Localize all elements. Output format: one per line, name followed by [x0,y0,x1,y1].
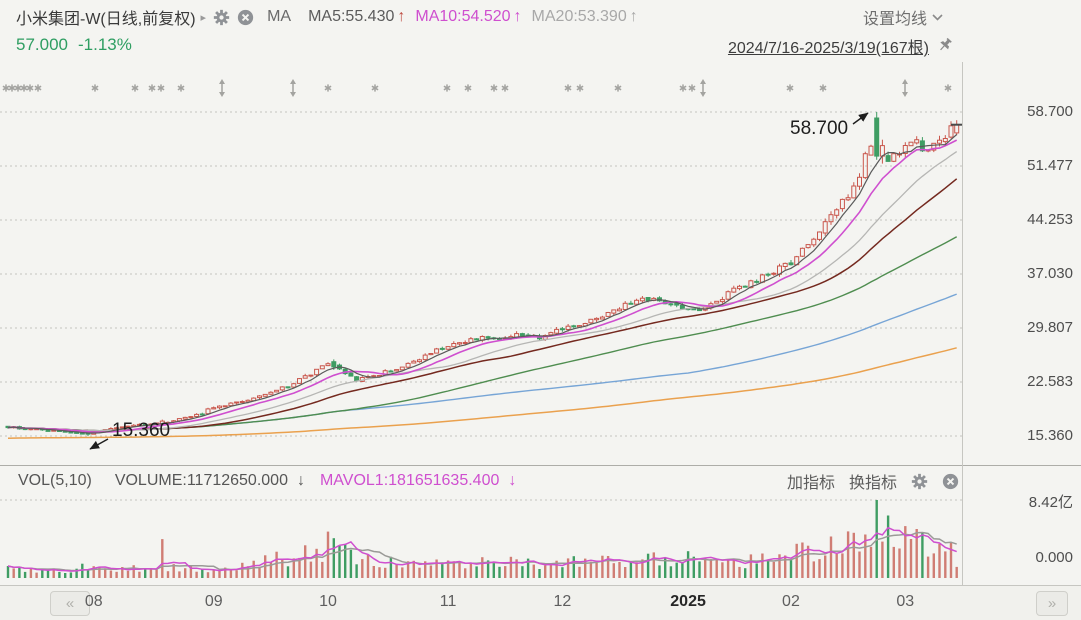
time-axis-tick: 09 [204,593,223,610]
volume-header-row: VOL(5,10) VOLUME:11712650.000 ↓ MAVOL1:1… [0,466,1081,496]
star-marker-icon [464,85,472,91]
scroll-left-button[interactable]: « [50,591,90,616]
candlestick-chart-canvas[interactable]: 58.700 15.360 [0,62,962,465]
vol-indicator-label: VOL(5,10) [18,472,92,489]
ma-legend-2: MA20:53.390 ↑ [531,8,638,25]
low-annotation: 15.360 [89,420,170,450]
chart-header-row: 小米集团-W(日线,前复权) ▸ MA MA5:55.430 ↑ MA10:54.5… [0,0,1081,34]
pin-icon[interactable] [937,37,953,53]
ma-line-60 [7,236,958,432]
volume-value-label: VOLUME:11712650.000 [114,472,288,489]
event-marker-row[interactable] [2,79,952,97]
ma-lines [7,134,958,439]
svg-text:58.700: 58.700 [790,118,848,139]
time-axis-tick: 08 [84,593,103,610]
ma-indicator-label: MA [267,8,292,25]
ma-legend-1: MA10:54.520 ↑ [415,8,522,25]
ma-settings-label: 设置均线 [862,11,927,28]
date-range-button[interactable]: 2024/7/16-2025/3/19(167根) [727,40,929,57]
volume-axis-tick: 8.42亿 [1028,494,1073,511]
price-axis-tick: 37.030 [1027,265,1073,282]
price-axis-tick: 58.700 [1027,103,1073,120]
current-price: 57.000 [16,35,68,54]
ma-values: MA5:55.430 ↑ MA10:54.520 ↑ MA20:53.390 ↑ [298,8,638,26]
star-marker-icon [564,85,572,91]
ma-line-250 [7,347,957,439]
star-marker-icon [576,85,584,91]
star-marker-icon [34,85,42,91]
ma-gear-icon[interactable] [213,9,230,26]
updown-marker-icon [700,79,706,97]
vol-gear-icon[interactable] [911,473,928,490]
price-row: 57.000 -1.13% 2024/7/16-2025/3/19(167根) [0,32,1081,58]
time-axis: « » 08 09 10 11 12 2025 02 03 [0,585,1081,620]
star-marker-icon [614,85,622,91]
title-caret-icon[interactable]: ▸ [200,11,207,24]
add-indicator-button[interactable]: 加指标 [786,475,835,492]
pane-divider [0,465,1081,466]
time-axis-tick: 03 [896,593,915,610]
star-marker-icon [2,85,10,91]
star-marker-icon [14,85,22,91]
candlestick-series [5,112,960,436]
star-marker-icon [443,85,451,91]
star-marker-icon [371,85,379,91]
star-marker-icon [501,85,509,91]
price-change: -1.13% [78,35,132,54]
star-marker-icon [20,85,28,91]
price-axis-tick: 51.477 [1027,157,1073,174]
updown-marker-icon [290,79,296,97]
svg-text:15.360: 15.360 [112,420,170,441]
time-axis-tick: 10 [319,593,337,610]
ma-line-10 [7,139,958,434]
scroll-right-button[interactable]: » [1036,591,1068,616]
ma-line-30 [7,178,958,432]
ma-legend-0: MA5:55.430 ↑ [308,8,406,25]
star-marker-icon [819,85,827,91]
volume-bars [6,500,958,578]
star-marker-icon [26,85,34,91]
high-annotation: 58.700 [790,112,869,139]
ma-line-5 [7,134,958,434]
updown-marker-icon [902,79,908,97]
star-marker-icon [688,85,696,91]
mavol-arrow: ↓ [508,472,517,489]
time-axis-tick: 2025 [670,593,706,610]
mavol-value-label: MAVOL1:181651635.400 [319,472,500,489]
volume-axis-tick: 0.000 [1035,549,1073,566]
mavol-line-5 [7,526,957,572]
axis-divider [962,62,963,585]
chevron-down-icon [932,13,943,21]
star-marker-icon [944,85,952,91]
ma-close-icon[interactable] [237,9,254,26]
switch-indicator-button[interactable]: 换指标 [848,475,897,492]
ma-settings-button[interactable]: 设置均线 [863,0,943,34]
ma-line-20 [7,151,958,432]
vol-close-icon[interactable] [942,473,959,490]
star-marker-icon [8,85,16,91]
star-marker-icon [786,85,794,91]
volume-chart-canvas[interactable] [0,497,962,585]
star-marker-icon [131,85,139,91]
star-marker-icon [148,85,156,91]
volume-arrow: ↓ [296,472,305,489]
time-axis-tick: 12 [553,593,572,610]
star-marker-icon [679,85,687,91]
star-marker-icon [157,85,165,91]
price-axis-tick: 29.807 [1027,319,1073,336]
star-marker-icon [324,85,332,91]
updown-marker-icon [219,79,225,97]
star-marker-icon [91,85,99,91]
ma-line-120 [7,293,957,432]
price-axis-tick: 15.360 [1027,427,1073,444]
time-axis-tick: 02 [782,593,800,610]
time-axis-tick: 11 [439,593,457,610]
stock-title: 小米集团-W(日线,前复权) [16,11,196,28]
star-marker-icon [177,85,185,91]
star-marker-icon [490,85,498,91]
price-axis-tick: 22.583 [1027,373,1073,390]
price-axis-tick: 44.253 [1027,211,1073,228]
volume-header-actions: 加指标 换指标 [787,466,959,496]
